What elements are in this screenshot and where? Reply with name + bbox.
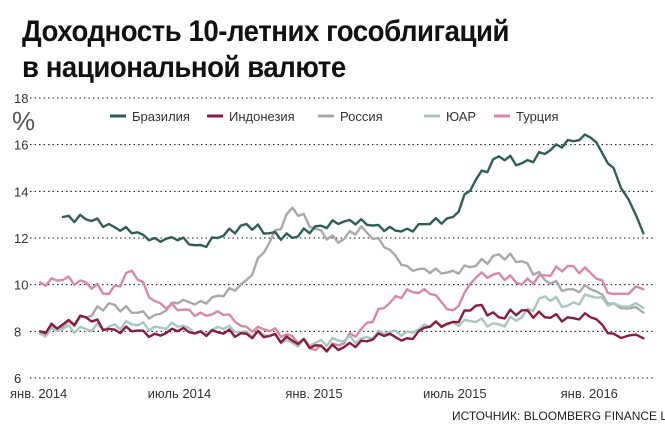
x-tick-label: янв. 2015 [285, 386, 342, 401]
legend: Бразилия Индонезия Россия ЮАР Турция [110, 109, 559, 124]
series-line-1 [38, 303, 645, 353]
y-axis-unit-label: % [12, 106, 35, 136]
legend-label: Бразилия [132, 109, 190, 124]
y-tick-label: 8 [14, 324, 21, 339]
y-tick-label: 10 [14, 278, 28, 293]
y-tick-label: 18 [14, 91, 28, 106]
y-tick-label: 6 [14, 371, 21, 386]
x-axis-tick-labels: янв. 2014 июль 2014 янв. 2015 июль 2015 янв.… [10, 386, 618, 401]
legend-label: Индонезия [229, 109, 295, 124]
series-line-4 [38, 264, 645, 354]
source-note: ИСТОЧНИК: BLOOMBERG FINANCE L.P [452, 409, 665, 423]
x-tick-label: июль 2014 [148, 386, 212, 401]
legend-label: Турция [516, 109, 559, 124]
series-line-2 [38, 206, 645, 337]
y-tick-label: 12 [14, 231, 28, 246]
y-tick-label: 16 [14, 138, 28, 153]
x-tick-label: янв. 2014 [10, 386, 67, 401]
series-line-0 [61, 133, 645, 249]
grid-lines [30, 97, 654, 379]
chart-title: Доходность 10-летних гособлигаций в наци… [22, 14, 509, 86]
y-tick-label: 14 [14, 184, 28, 199]
x-tick-label: янв. 2016 [561, 386, 618, 401]
legend-label: Россия [340, 109, 383, 124]
series-lines [38, 133, 645, 354]
x-tick-label: июль 2015 [423, 386, 487, 401]
legend-label: ЮАР [446, 109, 476, 124]
series-line-3 [38, 293, 645, 348]
y-axis-tick-labels: 6 8 10 12 14 16 18 [14, 91, 28, 386]
chart-title-line-2: в национальной валюте [22, 51, 346, 84]
chart-title-line-1: Доходность 10-летних гособлигаций [22, 15, 510, 48]
legend-background [104, 104, 574, 126]
